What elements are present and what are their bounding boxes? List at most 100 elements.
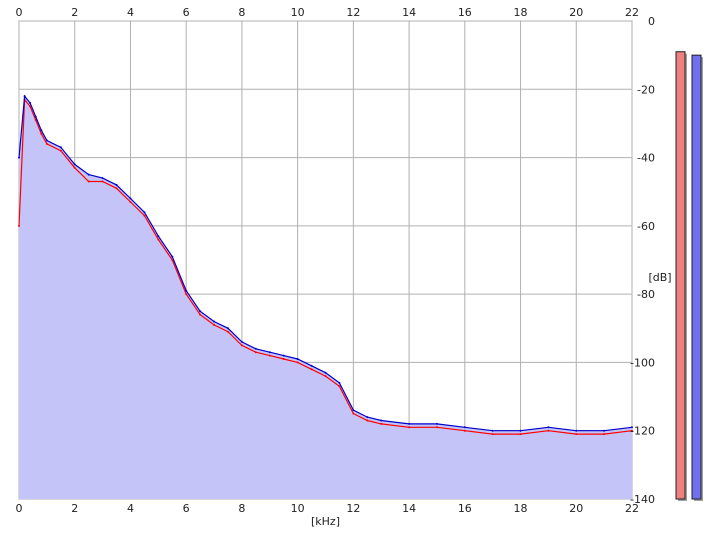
data-point xyxy=(436,426,438,429)
y-tick-label: -60 xyxy=(637,220,655,233)
x-tick-label: 16 xyxy=(458,502,472,515)
data-point xyxy=(380,422,383,425)
level-meters xyxy=(675,51,703,502)
x-tick-label: 18 xyxy=(514,502,528,515)
data-point xyxy=(18,156,20,159)
data-point xyxy=(631,429,633,432)
x-tick-label: 6 xyxy=(183,6,190,19)
data-point xyxy=(408,422,411,425)
data-point xyxy=(366,419,369,422)
data-point xyxy=(547,426,550,429)
data-point xyxy=(157,235,160,238)
spectrum-series xyxy=(18,94,633,436)
data-point xyxy=(491,429,494,432)
spectrum-fill xyxy=(19,96,632,499)
data-point xyxy=(324,371,327,374)
y-tick-labels: 0 -20 -40 -60 -80 -100 -120 -140 xyxy=(630,15,655,506)
data-point xyxy=(603,429,606,432)
x-tick-label: 6 xyxy=(183,502,190,515)
data-point xyxy=(631,426,633,429)
data-point xyxy=(115,187,118,190)
y-tick-label: -120 xyxy=(630,425,655,438)
y-axis-label: [dB] xyxy=(648,271,671,284)
data-point xyxy=(227,327,229,330)
x-tick-label: 22 xyxy=(625,6,639,19)
x-tick-label: 12 xyxy=(346,502,360,515)
data-point xyxy=(18,224,20,227)
data-point xyxy=(23,95,26,98)
data-point xyxy=(40,129,43,132)
spectrum-area xyxy=(19,96,632,499)
data-point xyxy=(282,358,285,360)
data-point xyxy=(171,259,174,261)
data-point xyxy=(157,238,160,241)
data-point xyxy=(213,320,215,323)
x-tick-label: 0 xyxy=(16,6,23,19)
x-tick-label: 14 xyxy=(402,502,416,515)
data-point xyxy=(115,183,118,186)
data-point xyxy=(268,351,271,354)
x-tick-label: 20 xyxy=(569,6,583,19)
x-tick-label: 10 xyxy=(291,6,305,19)
y-tick-label: -80 xyxy=(637,288,655,301)
data-point xyxy=(575,433,578,436)
data-point xyxy=(87,173,90,176)
x-tick-label: 22 xyxy=(625,502,639,515)
x-tick-label: 8 xyxy=(238,6,245,19)
level-meter-1 xyxy=(675,51,686,500)
data-point xyxy=(59,149,62,152)
data-point xyxy=(29,101,32,104)
data-point xyxy=(59,146,62,149)
data-point xyxy=(338,381,341,384)
data-point xyxy=(87,180,90,183)
x-tick-label: 14 xyxy=(402,6,416,19)
y-tick-label: -40 xyxy=(637,152,655,165)
data-point xyxy=(240,340,243,343)
x-tick-label: 10 xyxy=(291,502,305,515)
data-point xyxy=(519,433,522,436)
data-point xyxy=(185,293,188,296)
data-point xyxy=(45,142,48,145)
data-point xyxy=(324,375,327,378)
data-point xyxy=(547,429,550,432)
x-tick-label: 2 xyxy=(71,6,78,19)
x-tick-labels-top: 0 2 4 6 8 10 12 14 16 18 20 22 xyxy=(16,6,640,19)
data-point xyxy=(143,211,146,214)
data-point xyxy=(143,214,146,217)
data-point xyxy=(282,354,285,357)
data-point xyxy=(101,177,104,180)
x-tick-label: 8 xyxy=(238,502,245,515)
data-point xyxy=(310,368,313,371)
level-meter-2 xyxy=(691,54,702,500)
data-point xyxy=(34,119,37,121)
data-point xyxy=(366,416,369,419)
data-point xyxy=(380,419,383,422)
data-point xyxy=(491,433,494,436)
data-point xyxy=(171,255,174,258)
data-point xyxy=(268,354,271,357)
data-point xyxy=(296,361,299,364)
x-tick-label: 2 xyxy=(71,502,78,515)
data-point xyxy=(240,344,243,347)
data-point xyxy=(101,180,104,183)
x-tick-label: 4 xyxy=(127,502,134,515)
x-tick-labels-bottom: 0 2 4 6 8 10 12 14 16 18 20 22 xyxy=(16,502,640,515)
x-tick-label: 18 xyxy=(514,6,528,19)
data-point xyxy=(185,289,188,292)
y-tick-label: 0 xyxy=(648,15,655,28)
data-point xyxy=(463,429,466,432)
data-point xyxy=(310,364,313,367)
data-point xyxy=(227,330,229,333)
x-axis-label: [kHz] xyxy=(311,515,340,528)
data-point xyxy=(213,323,215,326)
x-tick-label: 12 xyxy=(346,6,360,19)
data-point xyxy=(34,115,37,118)
data-point xyxy=(436,422,438,425)
data-point xyxy=(296,358,299,360)
data-point xyxy=(73,166,76,169)
data-point xyxy=(254,347,257,350)
x-tick-label: 4 xyxy=(127,6,134,19)
x-tick-label: 20 xyxy=(569,502,583,515)
data-point xyxy=(40,132,43,135)
